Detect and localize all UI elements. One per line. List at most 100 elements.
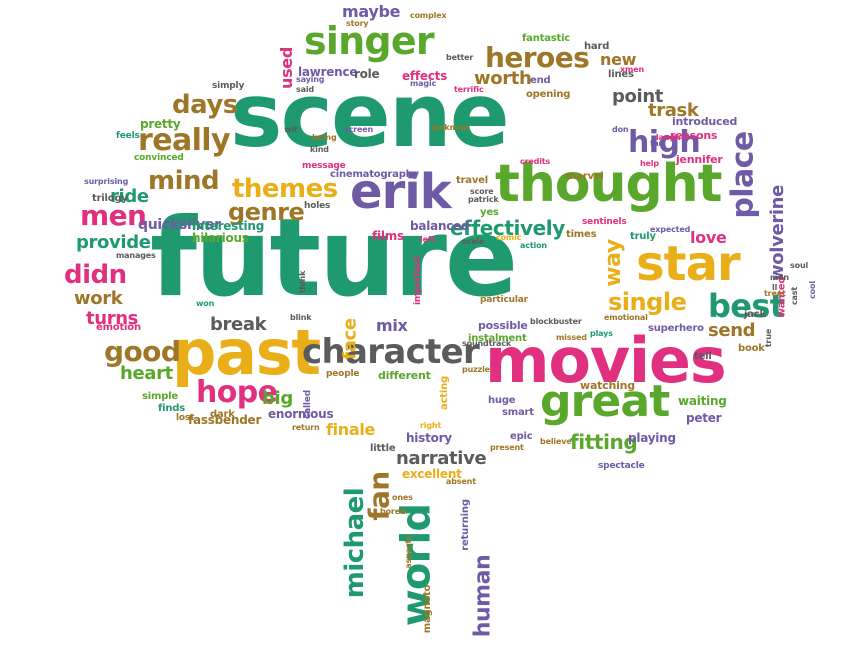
cloud-word-man: man xyxy=(770,273,789,282)
cloud-word-balanced: balanced xyxy=(410,219,470,233)
cloud-word-best: best xyxy=(708,287,785,325)
cloud-word-erik: erik xyxy=(350,164,452,220)
cloud-word-complex: complex xyxy=(410,11,447,20)
cloud-word-good: good xyxy=(104,335,181,368)
cloud-word-right: right xyxy=(420,421,442,430)
cloud-word-high: high xyxy=(628,125,701,160)
cloud-word-excellent: excellent xyxy=(402,467,462,481)
cloud-word-travel: travel xyxy=(456,175,488,186)
cloud-word-smart: smart xyxy=(502,407,534,418)
cloud-word-laugh: laugh xyxy=(656,133,681,142)
cloud-word-called: called xyxy=(303,389,314,420)
cloud-word-kind: kind xyxy=(310,145,329,154)
cloud-word-wolverine: wolverine xyxy=(766,185,788,281)
cloud-word-better: better xyxy=(446,53,474,62)
cloud-word-waiting: waiting xyxy=(678,394,727,408)
cloud-word-important: important xyxy=(413,256,423,305)
cloud-word-lost: lost xyxy=(176,413,195,423)
cloud-word-expected: expected xyxy=(650,225,691,234)
cloud-word-present: present xyxy=(490,443,524,452)
cloud-word-really: really xyxy=(138,123,231,158)
cloud-word-jack: jack xyxy=(744,309,766,320)
cloud-word-reasons: reasons xyxy=(670,129,718,142)
cloud-word-pretty: pretty xyxy=(140,117,181,131)
cloud-word-believe: believe xyxy=(540,437,572,446)
cloud-word-don: don xyxy=(612,125,629,134)
cloud-word-big: big xyxy=(262,388,293,409)
cloud-word-men: men xyxy=(80,199,147,232)
cloud-word-simply: simply xyxy=(212,81,245,91)
cloud-word-true: true xyxy=(764,328,774,348)
cloud-word-way: way xyxy=(600,239,626,287)
cloud-word-magic: magic xyxy=(410,79,437,88)
cloud-word-blockbuster: blockbuster xyxy=(530,317,582,326)
cloud-word-cool: cool xyxy=(807,281,817,299)
cloud-word-ll: ll xyxy=(772,283,778,292)
cloud-word-maybe: maybe xyxy=(342,2,401,21)
cloud-word-films: films xyxy=(372,229,404,243)
cloud-word-superhero: superhero xyxy=(648,323,704,334)
cloud-word-comic: comic xyxy=(496,233,522,242)
cloud-word-book: book xyxy=(738,343,765,354)
cloud-word-soundtrack: soundtrack xyxy=(462,339,512,348)
cloud-word-puzzle: puzzle xyxy=(462,365,490,374)
cloud-word-simple: simple xyxy=(142,391,178,402)
cloud-word-singer: singer xyxy=(304,19,435,63)
cloud-word-instalment: instalment xyxy=(468,333,527,344)
cloud-word-help: help xyxy=(640,159,659,168)
cloud-word-said: said xyxy=(296,85,314,94)
cloud-word-effectively: effectively xyxy=(450,216,565,240)
cloud-word-heroes: heroes xyxy=(485,41,590,74)
cloud-word-turns: turns xyxy=(86,308,139,329)
cloud-word-watching: watching xyxy=(580,379,635,392)
cloud-word-single: single xyxy=(608,288,687,316)
cloud-word-bored: bored xyxy=(380,507,406,516)
cloud-word-end: end xyxy=(530,75,551,86)
cloud-word-return: return xyxy=(292,423,320,432)
cloud-word-returning: returning xyxy=(459,499,471,551)
cloud-word-jennifer: jennifer xyxy=(676,153,723,166)
cloud-word-used: used xyxy=(276,47,296,89)
cloud-word-feels: feels xyxy=(116,131,140,141)
cloud-word-role: role xyxy=(354,67,380,81)
cloud-word-patrick: patrick xyxy=(468,195,499,204)
cloud-word-huge: huge xyxy=(488,395,516,406)
cloud-word-days: days xyxy=(172,90,238,120)
cloud-word-being: being xyxy=(312,133,337,142)
cloud-word-ride: ride xyxy=(110,186,149,207)
cloud-word-emotion: emotion xyxy=(96,322,141,333)
cloud-word-mind: mind xyxy=(148,166,220,196)
cloud-word-finale: finale xyxy=(326,420,376,439)
cloud-word-peter: peter xyxy=(686,411,722,425)
cloud-word-provide: provide xyxy=(76,232,151,253)
cloud-word-little: little xyxy=(370,443,396,454)
cloud-word-terrific: terrific xyxy=(454,85,484,94)
cloud-word-won: won xyxy=(196,299,215,308)
cloud-word-work: work xyxy=(74,288,123,309)
cloud-word-story: story xyxy=(346,19,369,28)
cloud-word-narrative: narrative xyxy=(396,448,487,469)
cloud-word-finds: finds xyxy=(158,403,186,414)
cloud-word-emotional: emotional xyxy=(604,313,648,322)
cloud-word-possible: possible xyxy=(478,319,528,332)
cloud-word-great: great xyxy=(540,376,670,427)
cloud-word-thought: thought xyxy=(495,154,722,214)
cloud-word-wit: wit xyxy=(284,125,298,134)
cloud-word-magneto: magneto xyxy=(422,584,434,634)
cloud-word-hilarious: hilarious xyxy=(192,231,249,245)
cloud-word-people: people xyxy=(326,369,360,379)
cloud-word-times: times xyxy=(566,229,597,240)
cloud-word-send: send xyxy=(708,320,756,341)
cloud-word-didn: didn xyxy=(64,260,127,290)
cloud-word-lines: lines xyxy=(608,69,634,80)
cloud-word-star: star xyxy=(636,236,741,292)
cloud-word-manages: manages xyxy=(116,251,156,260)
cloud-word-dark: dark xyxy=(210,409,235,420)
cloud-word-holes: holes xyxy=(304,201,331,211)
cloud-word-past: past xyxy=(172,316,321,389)
cloud-word-fassbender: fassbender xyxy=(188,413,262,427)
cloud-word-aspects: aspects xyxy=(403,535,413,569)
cloud-word-future: future xyxy=(150,196,518,321)
cloud-word-score: score xyxy=(470,187,494,196)
cloud-word-human: human xyxy=(470,554,496,638)
